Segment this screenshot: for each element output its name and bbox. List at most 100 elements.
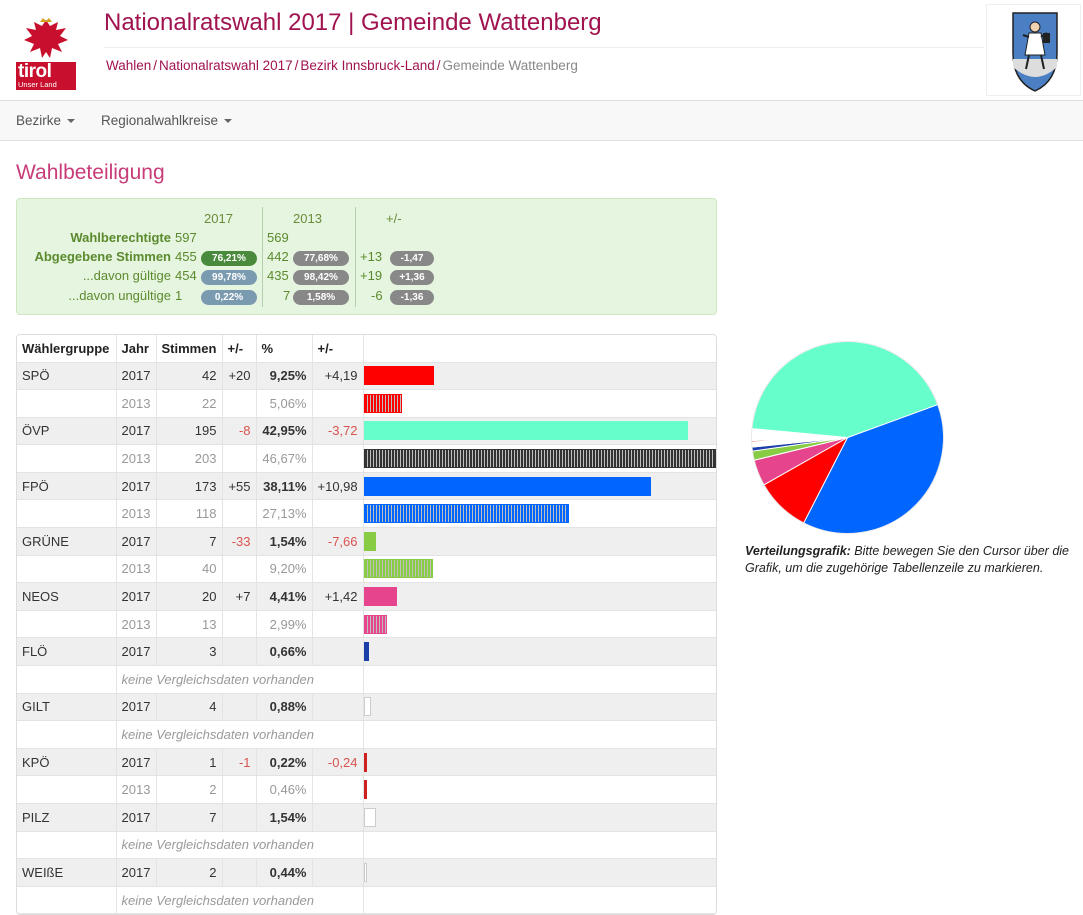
column-divider bbox=[355, 207, 356, 307]
result-bar[interactable] bbox=[363, 559, 433, 579]
caret-down-icon bbox=[67, 119, 76, 123]
column-header-party[interactable]: Wählergruppe bbox=[17, 335, 117, 363]
percent-cell: 0,66% bbox=[256, 637, 313, 667]
column-header-percent[interactable]: % bbox=[256, 335, 313, 363]
party-name: SPÖ bbox=[17, 362, 117, 391]
column-header-bar bbox=[363, 335, 716, 363]
column-header-votes[interactable]: Stimmen bbox=[156, 335, 223, 363]
column-header-year[interactable]: Jahr bbox=[116, 335, 157, 363]
result-bar[interactable] bbox=[363, 366, 434, 386]
turnout-panel: 2017 2013 +/- Wahlberechtigte 597 569 Abgeg… bbox=[16, 198, 717, 315]
result-bar[interactable] bbox=[363, 697, 371, 717]
result-bar[interactable] bbox=[363, 504, 569, 524]
percent-cell: 42,95% bbox=[256, 417, 313, 446]
percent-diff-cell bbox=[312, 637, 364, 667]
party-name: ÖVP bbox=[17, 417, 117, 446]
result-bar[interactable] bbox=[363, 807, 376, 827]
percent-cell: 27,13% bbox=[256, 499, 313, 529]
party-name: FPÖ bbox=[17, 472, 117, 501]
table-row[interactable]: ÖVP 2017 195 -8 42,95% -3,72 bbox=[17, 417, 716, 446]
bar-cell bbox=[363, 831, 716, 860]
table-row[interactable]: keine Vergleichsdaten vorhanden bbox=[17, 665, 716, 694]
year-cell: 2017 bbox=[116, 858, 157, 887]
year-cell: 2013 bbox=[116, 610, 157, 639]
votes-cell: 173 bbox=[156, 472, 223, 501]
percent-cell: 46,67% bbox=[256, 444, 313, 473]
column-header-votes-diff[interactable]: +/- bbox=[222, 335, 257, 363]
table-row[interactable]: PILZ 2017 7 1,54% bbox=[17, 803, 716, 832]
turnout-badge-diff: -1,36 bbox=[390, 290, 434, 305]
no-data-note: keine Vergleichsdaten vorhanden bbox=[116, 831, 364, 860]
table-row[interactable]: FLÖ 2017 3 0,66% bbox=[17, 637, 716, 667]
table-row[interactable]: 2013 2 0,46% bbox=[17, 775, 716, 804]
bar-cell bbox=[363, 555, 716, 584]
votes-diff-cell: +7 bbox=[222, 582, 257, 611]
result-bar[interactable] bbox=[363, 587, 397, 607]
result-bar[interactable] bbox=[363, 752, 367, 772]
percent-cell: 9,20% bbox=[256, 555, 313, 584]
breadcrumb-link-wahlen[interactable]: Wahlen bbox=[106, 58, 152, 73]
caret-down-icon bbox=[224, 119, 233, 123]
tirol-wordmark: tirol Unser Land bbox=[16, 62, 76, 90]
result-bar[interactable] bbox=[363, 449, 716, 469]
page-title: Nationalratswahl 2017 | Gemeinde Wattenb… bbox=[104, 9, 602, 36]
nav-dropdown-regionalwahlkreise[interactable]: Regionalwahlkreise bbox=[101, 101, 233, 141]
table-row[interactable]: GILT 2017 4 0,88% bbox=[17, 693, 716, 722]
table-row[interactable]: 2013 13 2,99% bbox=[17, 610, 716, 639]
table-row[interactable]: 2013 22 5,06% bbox=[17, 389, 716, 418]
breadcrumb-link-bezirk[interactable]: Bezirk Innsbruck-Land bbox=[300, 58, 435, 73]
table-row[interactable]: 2013 118 27,13% bbox=[17, 499, 716, 529]
nav-dropdown-bezirke[interactable]: Bezirke bbox=[16, 101, 76, 141]
pie-caption-text: Bitte bewegen Sie den Cursor über die Gr… bbox=[745, 544, 1070, 575]
table-row[interactable]: FPÖ 2017 173 +55 38,11% +10,98 bbox=[17, 472, 716, 501]
percent-cell: 0,22% bbox=[256, 748, 313, 777]
votes-diff-cell bbox=[222, 775, 257, 804]
votes-cell: 42 bbox=[156, 362, 223, 391]
party-name bbox=[17, 831, 117, 860]
turnout-value-2013: 7 bbox=[283, 288, 291, 303]
result-bar[interactable] bbox=[363, 614, 387, 634]
breadcrumb-separator: / bbox=[294, 58, 299, 73]
votes-cell: 13 bbox=[156, 610, 223, 639]
turnout-value-2013: 442 bbox=[267, 249, 289, 264]
table-row[interactable]: keine Vergleichsdaten vorhanden bbox=[17, 886, 716, 915]
breadcrumb-link-nationalratswahl[interactable]: Nationalratswahl 2017 bbox=[159, 58, 293, 73]
bar-cell bbox=[363, 362, 716, 391]
table-row[interactable]: 2013 40 9,20% bbox=[17, 555, 716, 584]
votes-cell: 4 bbox=[156, 693, 223, 722]
distribution-pie-chart[interactable] bbox=[745, 335, 950, 540]
result-bar[interactable] bbox=[363, 642, 369, 662]
result-bar[interactable] bbox=[363, 862, 367, 882]
table-row[interactable]: NEOS 2017 20 +7 4,41% +1,42 bbox=[17, 582, 716, 611]
table-row[interactable]: KPÖ 2017 1 -1 0,22% -0,24 bbox=[17, 748, 716, 777]
result-bar[interactable] bbox=[363, 421, 688, 441]
result-bar[interactable] bbox=[363, 393, 402, 413]
tirol-logo[interactable]: tirol Unser Land bbox=[16, 14, 76, 90]
party-name: GRÜNE bbox=[17, 527, 117, 556]
turnout-diff: +13 bbox=[360, 249, 383, 264]
year-cell: 2017 bbox=[116, 748, 157, 777]
votes-diff-cell: -1 bbox=[222, 748, 257, 777]
party-name bbox=[17, 610, 117, 639]
table-row[interactable]: SPÖ 2017 42 +20 9,25% +4,19 bbox=[17, 362, 716, 391]
turnout-row-label: ...davon gültige bbox=[82, 268, 171, 283]
table-row[interactable]: keine Vergleichsdaten vorhanden bbox=[17, 720, 716, 749]
results-body: SPÖ 2017 42 +20 9,25% +4,19 2013 22 5,06% ÖVP 2017… bbox=[17, 362, 716, 915]
table-row[interactable]: 2013 203 46,67% bbox=[17, 444, 716, 473]
party-name: KPÖ bbox=[17, 748, 117, 777]
percent-diff-cell bbox=[312, 555, 364, 584]
column-header-percent-diff[interactable]: +/- bbox=[312, 335, 364, 363]
percent-diff-cell bbox=[312, 775, 364, 804]
percent-cell: 0,44% bbox=[256, 858, 313, 887]
percent-cell: 9,25% bbox=[256, 362, 313, 391]
result-bar[interactable] bbox=[363, 476, 651, 496]
table-row[interactable]: keine Vergleichsdaten vorhanden bbox=[17, 831, 716, 860]
bar-cell bbox=[363, 886, 716, 915]
result-bar[interactable] bbox=[363, 531, 376, 551]
result-bar[interactable] bbox=[363, 780, 367, 800]
votes-cell: 3 bbox=[156, 637, 223, 667]
table-row[interactable]: GRÜNE 2017 7 -33 1,54% -7,66 bbox=[17, 527, 716, 556]
nav-label: Regionalwahlkreise bbox=[101, 113, 219, 128]
table-row[interactable]: WEIßE 2017 2 0,44% bbox=[17, 858, 716, 887]
votes-cell: 22 bbox=[156, 389, 223, 418]
